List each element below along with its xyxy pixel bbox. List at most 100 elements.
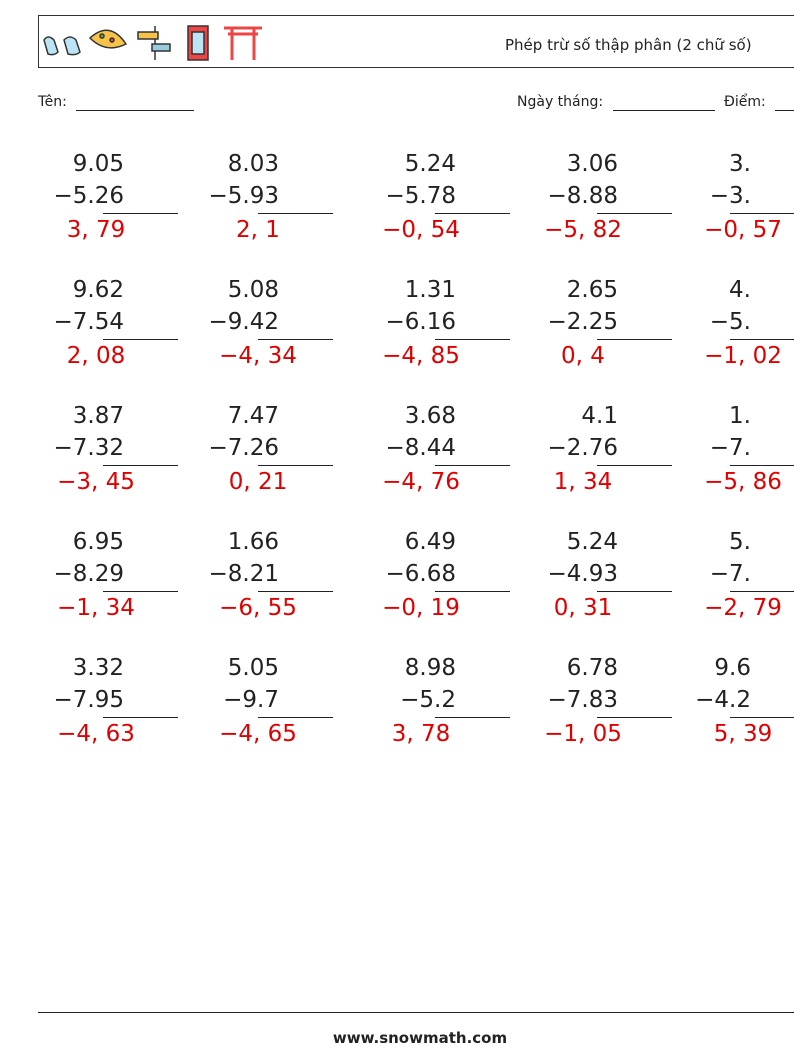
answer: −0, 54 bbox=[382, 217, 460, 243]
subtrahend: −5.2 bbox=[400, 687, 456, 713]
answer: −2, 79 bbox=[704, 595, 782, 621]
answer-line bbox=[103, 465, 178, 466]
title: Phép trừ số thập phân (2 chữ số) bbox=[505, 36, 752, 54]
subtrahend: −8.88 bbox=[547, 183, 618, 209]
answer-line bbox=[258, 465, 333, 466]
minuend: 3.32 bbox=[72, 655, 124, 681]
answer: −5, 86 bbox=[704, 469, 782, 495]
score-line bbox=[775, 110, 794, 111]
subtrahend: −5.78 bbox=[385, 183, 456, 209]
subtrahend: −5.26 bbox=[53, 183, 124, 209]
answer: −4, 65 bbox=[219, 721, 297, 747]
answer: 2, 1 bbox=[236, 217, 280, 243]
answer: 2, 08 bbox=[66, 343, 126, 369]
minuend: 5.24 bbox=[566, 529, 618, 555]
minuend: 5.08 bbox=[227, 277, 279, 303]
answer: 3, 79 bbox=[66, 217, 126, 243]
answer-line bbox=[597, 465, 672, 466]
answer-line bbox=[103, 591, 178, 592]
answer-line bbox=[730, 465, 794, 466]
answer-line bbox=[730, 213, 794, 214]
date-label: Ngày tháng: bbox=[517, 94, 604, 110]
answer-line bbox=[597, 339, 672, 340]
footer-url: www.snowmath.com bbox=[332, 1029, 508, 1047]
answer: −4, 34 bbox=[219, 343, 297, 369]
minuend: 9.05 bbox=[72, 151, 124, 177]
minuend: 5.24 bbox=[404, 151, 456, 177]
subtrahend: −7.54 bbox=[53, 309, 124, 335]
answer-line bbox=[435, 339, 510, 340]
subtrahend: −8.44 bbox=[385, 435, 456, 461]
subtrahend: −7.26 bbox=[208, 435, 279, 461]
subtrahend: −7. bbox=[709, 561, 751, 587]
answer: −4, 63 bbox=[57, 721, 135, 747]
subtrahend: −9.7 bbox=[223, 687, 279, 713]
subtrahend: −4.93 bbox=[547, 561, 618, 587]
answer: 0, 31 bbox=[553, 595, 613, 621]
subtrahend: −2.25 bbox=[547, 309, 618, 335]
answer-line bbox=[103, 339, 178, 340]
answer-line bbox=[435, 213, 510, 214]
subtrahend: −7.83 bbox=[547, 687, 618, 713]
minuend: 3.87 bbox=[72, 403, 124, 429]
subtrahend: −5.93 bbox=[208, 183, 279, 209]
name-line bbox=[76, 110, 194, 111]
answer: 0, 21 bbox=[228, 469, 288, 495]
answer-line bbox=[258, 213, 333, 214]
minuend: 9.6 bbox=[714, 655, 751, 681]
answer: 1, 34 bbox=[553, 469, 613, 495]
minuend: 3. bbox=[729, 151, 751, 177]
footer-line bbox=[38, 1012, 794, 1013]
answer-line bbox=[258, 717, 333, 718]
subtrahend: −7. bbox=[709, 435, 751, 461]
name-label: Tên: bbox=[38, 94, 67, 110]
minuend: 8.03 bbox=[227, 151, 279, 177]
answer: 0, 4 bbox=[561, 343, 605, 369]
answer: 3, 78 bbox=[391, 721, 451, 747]
minuend: 3.06 bbox=[566, 151, 618, 177]
answer-line bbox=[435, 717, 510, 718]
minuend: 7.47 bbox=[227, 403, 279, 429]
score-label: Điểm: bbox=[724, 94, 766, 110]
answer-line bbox=[103, 717, 178, 718]
subtrahend: −8.21 bbox=[208, 561, 279, 587]
subtrahend: −2.76 bbox=[547, 435, 618, 461]
header-box bbox=[38, 15, 794, 68]
answer-line bbox=[730, 339, 794, 340]
minuend: 4. bbox=[729, 277, 751, 303]
subtrahend: −5. bbox=[709, 309, 751, 335]
minuend: 6.49 bbox=[404, 529, 456, 555]
answer: 5, 39 bbox=[713, 721, 773, 747]
answer: −4, 76 bbox=[382, 469, 460, 495]
header-icons bbox=[43, 25, 262, 61]
subtrahend: −3. bbox=[709, 183, 751, 209]
answer: −0, 19 bbox=[382, 595, 460, 621]
answer-line bbox=[597, 591, 672, 592]
minuend: 9.62 bbox=[72, 277, 124, 303]
subtrahend: −6.68 bbox=[385, 561, 456, 587]
answer-line bbox=[258, 591, 333, 592]
answer-line bbox=[730, 591, 794, 592]
minuend: 5.05 bbox=[227, 655, 279, 681]
subtrahend: −6.16 bbox=[385, 309, 456, 335]
minuend: 4.1 bbox=[581, 403, 618, 429]
answer-line bbox=[103, 213, 178, 214]
minuend: 5. bbox=[729, 529, 751, 555]
minuend: 3.68 bbox=[404, 403, 456, 429]
minuend: 1.66 bbox=[227, 529, 279, 555]
minuend: 6.78 bbox=[566, 655, 618, 681]
subtrahend: −8.29 bbox=[53, 561, 124, 587]
answer: −5, 82 bbox=[544, 217, 622, 243]
answer: −1, 34 bbox=[57, 595, 135, 621]
answer: −6, 55 bbox=[219, 595, 297, 621]
subtrahend: −4.2 bbox=[695, 687, 751, 713]
minuend: 2.65 bbox=[566, 277, 618, 303]
subtrahend: −7.95 bbox=[53, 687, 124, 713]
answer: −3, 45 bbox=[57, 469, 135, 495]
answer-line bbox=[730, 717, 794, 718]
minuend: 1.31 bbox=[404, 277, 456, 303]
date-line bbox=[613, 110, 715, 111]
subtrahend: −7.32 bbox=[53, 435, 124, 461]
answer-line bbox=[597, 717, 672, 718]
answer: −1, 05 bbox=[544, 721, 622, 747]
